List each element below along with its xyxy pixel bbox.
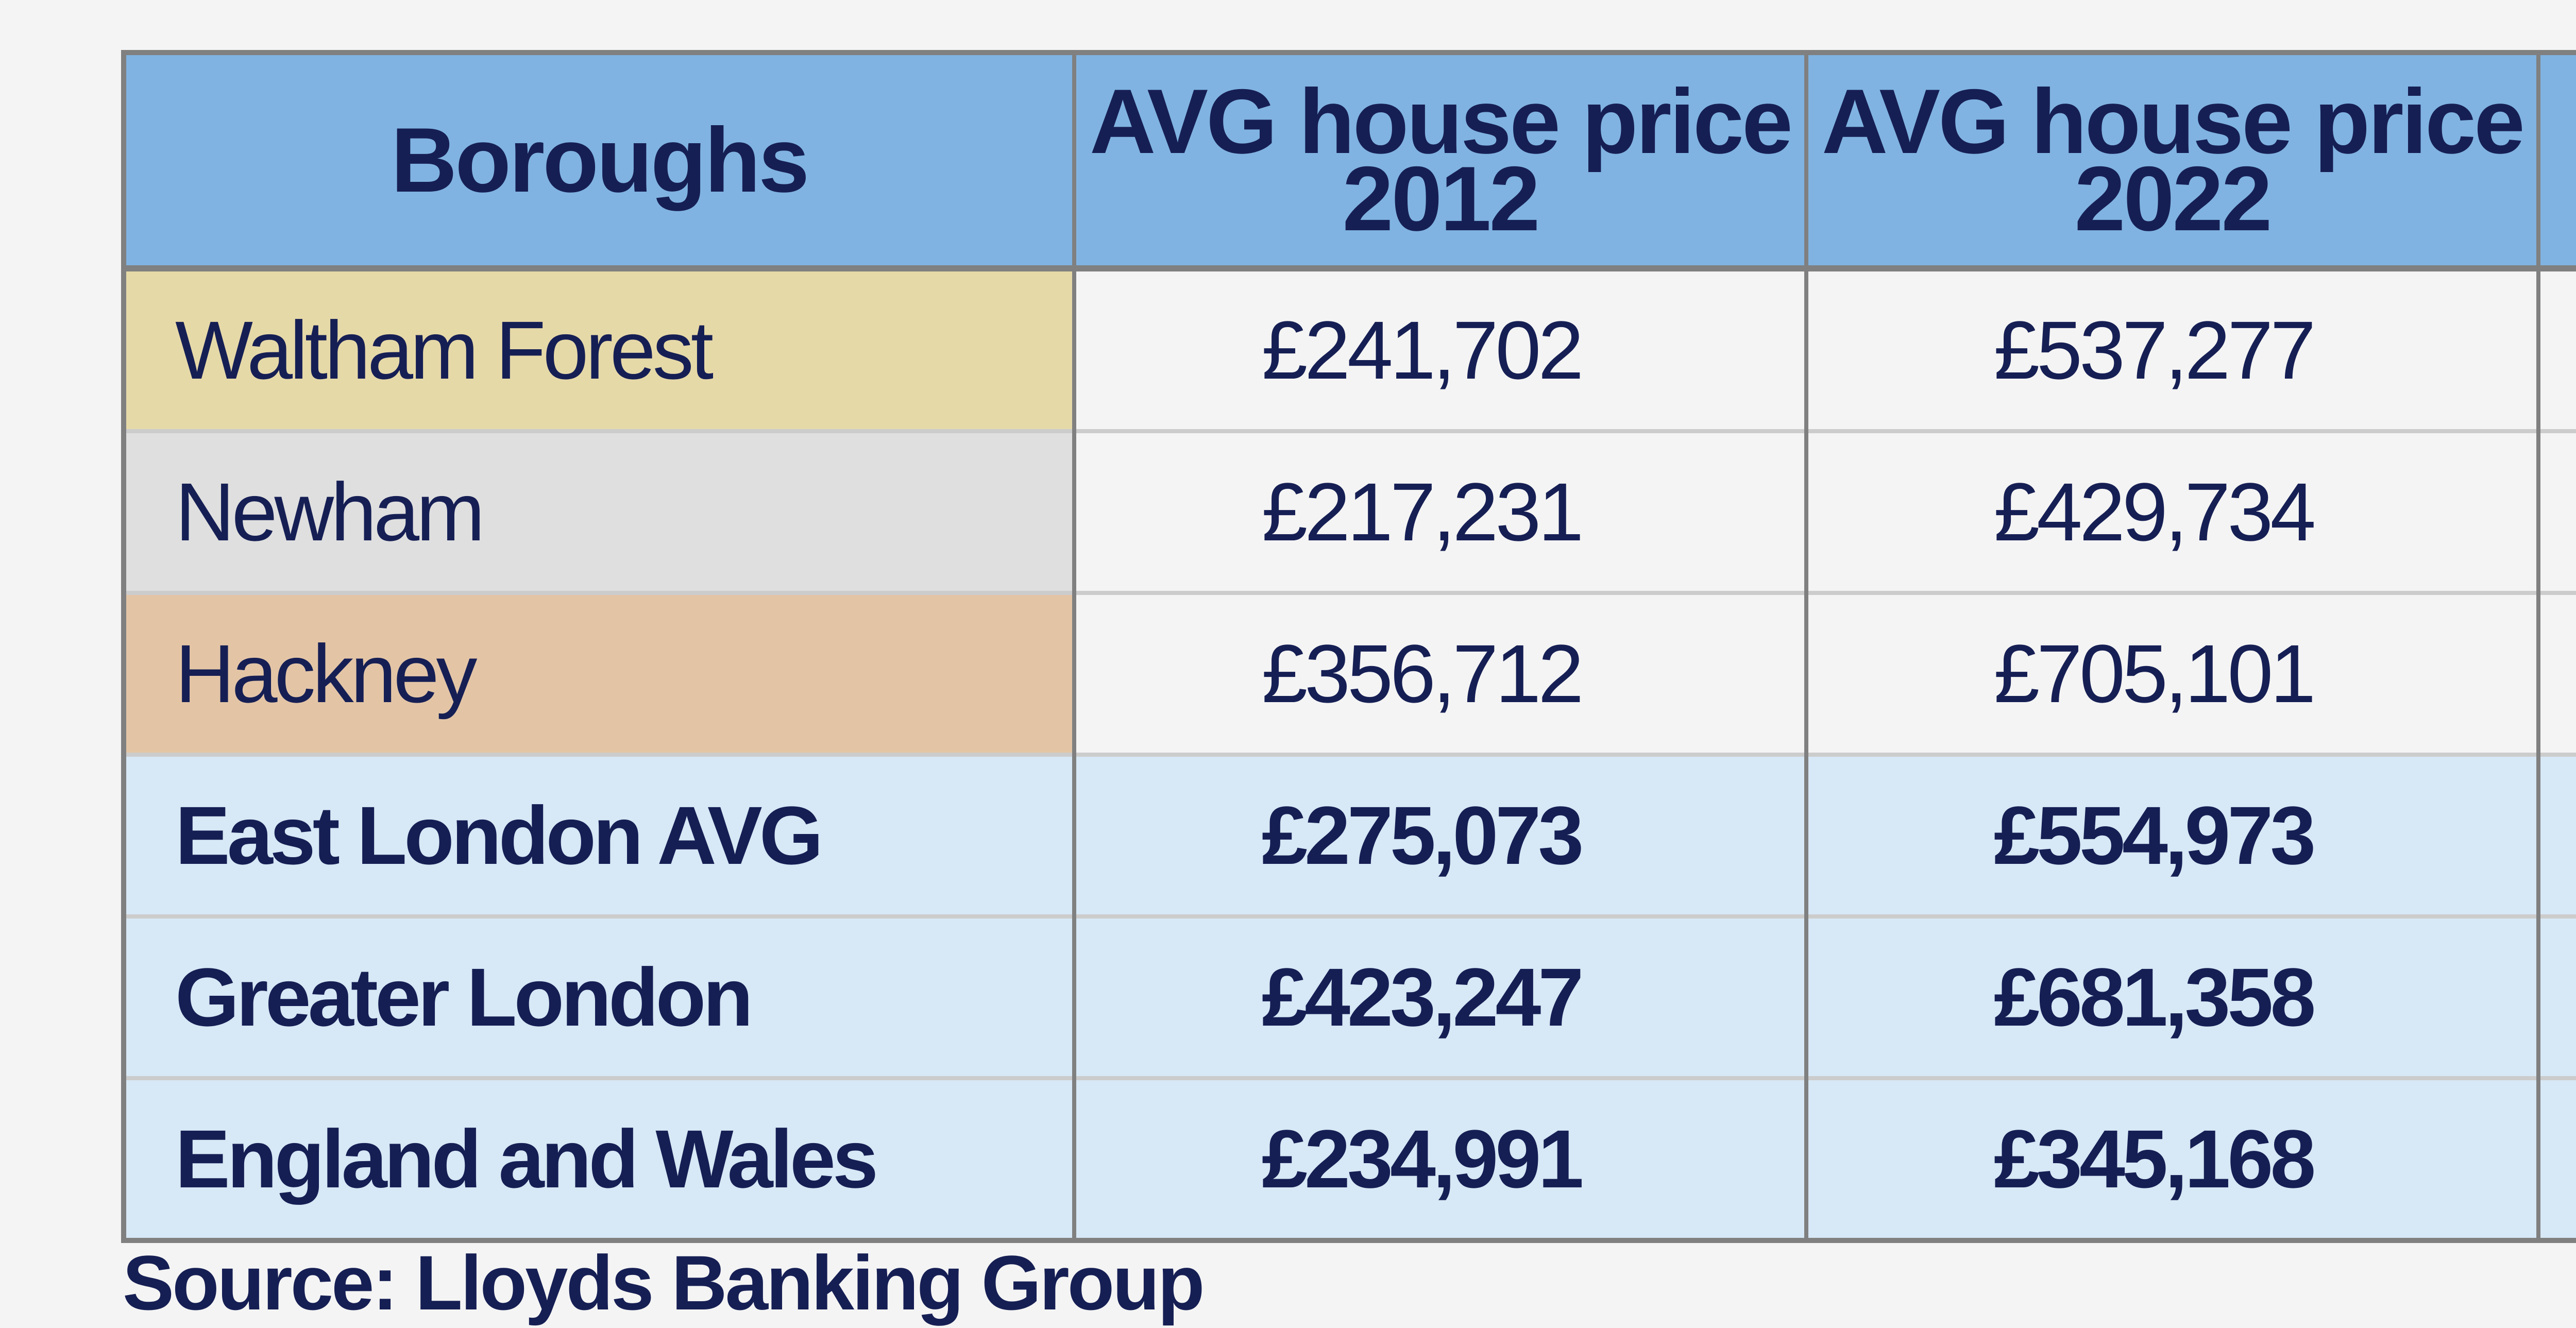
summary-row: England and Wales £234,991 £345,168 46.9… bbox=[124, 1076, 2576, 1240]
pct-change-cell: 98% bbox=[2536, 429, 2576, 593]
borough-cell: Hackney bbox=[124, 591, 1074, 755]
borough-cell: Newham bbox=[124, 429, 1074, 593]
header-price-2022: AVG house price 2022 bbox=[1804, 53, 2538, 271]
table-row: Hackney £356,712 £705,101 98% £348,388 bbox=[124, 591, 2576, 755]
table-row: Newham £217,231 £429,734 98% £212,503 bbox=[124, 429, 2576, 593]
summary-row: Greater London £423,247 £681,358 61% £25… bbox=[124, 914, 2576, 1078]
header-price-2012: AVG house price 2012 bbox=[1072, 53, 1806, 271]
price-2012-cell: £423,247 bbox=[1072, 914, 1806, 1078]
house-price-table: Boroughs AVG house price 2012 AVG house … bbox=[121, 50, 2576, 1243]
price-2012-cell: £241,702 bbox=[1072, 268, 1806, 431]
price-2022-cell: £681,358 bbox=[1804, 914, 2538, 1078]
borough-cell: Waltham Forest bbox=[124, 268, 1074, 431]
pct-change-cell: 61% bbox=[2536, 914, 2576, 1078]
price-2022-cell: £345,168 bbox=[1804, 1076, 2538, 1240]
summary-row: East London AVG £275,073 £554,973 101.8%… bbox=[124, 753, 2576, 916]
region-cell: Greater London bbox=[124, 914, 1074, 1078]
price-2022-cell: £429,734 bbox=[1804, 429, 2538, 593]
price-2012-cell: £356,712 bbox=[1072, 591, 1806, 755]
pct-change-cell: 122% bbox=[2536, 268, 2576, 431]
region-cell: East London AVG bbox=[124, 753, 1074, 916]
pct-change-cell: 46.9% bbox=[2536, 1076, 2576, 1240]
pct-change-cell: 101.8% bbox=[2536, 753, 2576, 916]
region-cell: England and Wales bbox=[124, 1076, 1074, 1240]
price-2012-cell: £217,231 bbox=[1072, 429, 1806, 593]
price-2022-cell: £705,101 bbox=[1804, 591, 2538, 755]
header-row: Boroughs AVG house price 2012 AVG house … bbox=[124, 53, 2576, 271]
price-2022-cell: £554,973 bbox=[1804, 753, 2538, 916]
price-2012-cell: £275,073 bbox=[1072, 753, 1806, 916]
price-2012-cell: £234,991 bbox=[1072, 1076, 1806, 1240]
header-boroughs: Boroughs bbox=[124, 53, 1074, 271]
header-pct-change: % change bbox=[2536, 53, 2576, 271]
source-caption: Source: Lloyds Banking Group bbox=[123, 1239, 1205, 1326]
pct-change-cell: 98% bbox=[2536, 591, 2576, 755]
table-row: Waltham Forest £241,702 £537,277 122% £2… bbox=[124, 268, 2576, 431]
price-2022-cell: £537,277 bbox=[1804, 268, 2538, 431]
